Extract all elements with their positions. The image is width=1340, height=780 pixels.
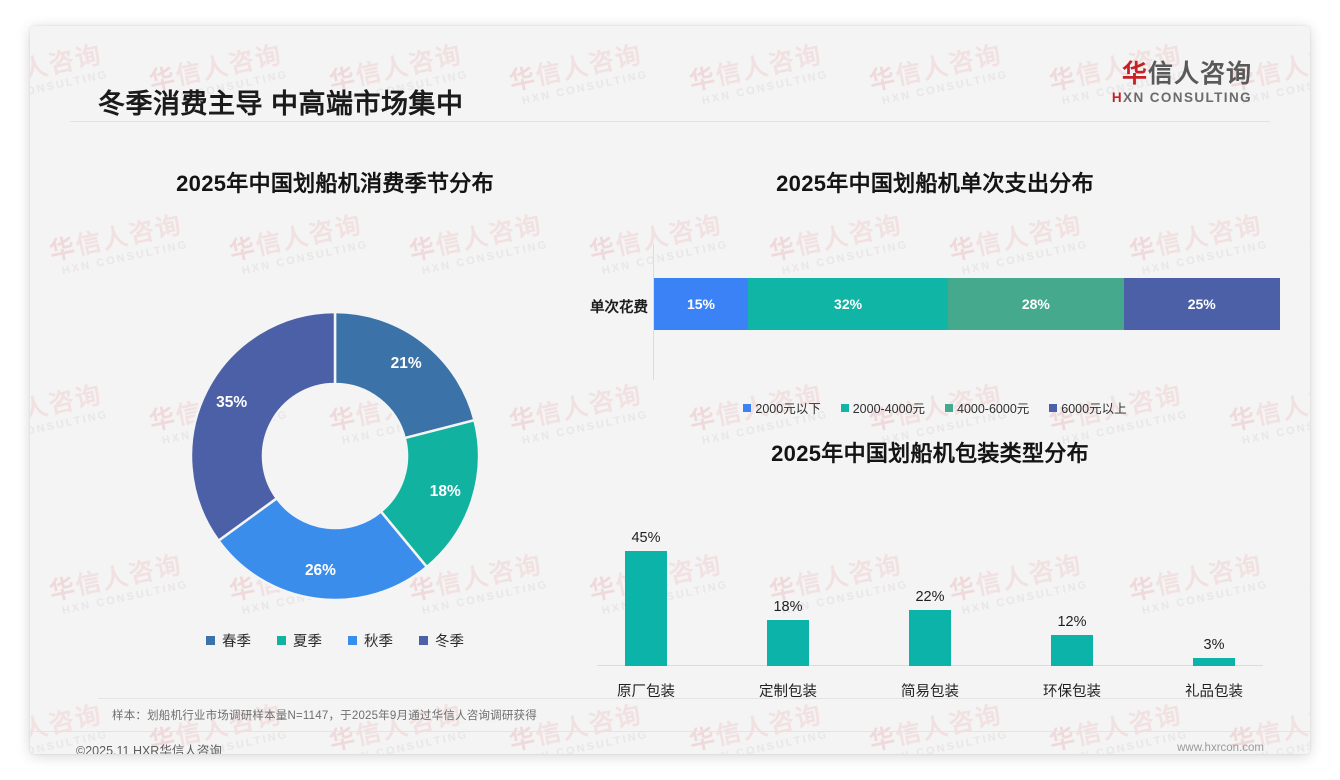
season-legend-item[interactable]: 冬季 <box>419 630 464 651</box>
packaging-x-axis-labels: 原厂包装 定制包装 简易包装 环保包装 礼品包装 <box>575 680 1285 701</box>
donut-slice-label: 18% <box>429 482 461 500</box>
packaging-bar-rect[interactable] <box>1051 635 1093 666</box>
footer-divider <box>30 731 1310 732</box>
packaging-bar-column[interactable]: 3% <box>1151 514 1277 666</box>
packaging-x-label: 原厂包装 <box>617 684 675 700</box>
packaging-bar-column[interactable]: 22% <box>867 514 993 666</box>
logo-english-rest: XN CONSULTING <box>1123 90 1252 105</box>
spend-chart-title: 2025年中国划船机单次支出分布 <box>776 171 1094 196</box>
legend-label: 4000-6000元 <box>957 402 1030 416</box>
season-legend-item[interactable]: 春季 <box>206 630 251 651</box>
logo-english-accent: H <box>1111 90 1124 105</box>
packaging-bar-rect[interactable] <box>625 550 667 666</box>
logo-english: HXN CONSULTING <box>1112 90 1252 106</box>
packaging-x-label: 礼品包装 <box>1185 684 1243 700</box>
packaging-bar-column[interactable]: 45% <box>583 514 709 666</box>
legend-label: 2000元以下 <box>755 402 821 416</box>
sample-footnote: 样本：划船机行业市场调研样本量N=1147，于2025年9月通过华信人咨询调研获… <box>112 710 537 722</box>
spend-axis-line <box>653 244 654 380</box>
slide-header: 冬季消费主导 中高端市场集中 华信人咨询 HXN CONSULTING <box>30 26 1310 122</box>
donut-slice[interactable] <box>379 418 481 569</box>
website-url[interactable]: www.hxrcon.com <box>1177 742 1264 754</box>
legend-label: 冬季 <box>435 634 464 650</box>
donut-slice-label: 35% <box>216 394 248 412</box>
spend-segment[interactable]: 28% <box>948 278 1124 330</box>
packaging-plot-area: 45% 18% 22% 12% 3% <box>575 514 1285 666</box>
legend-label: 6000元以上 <box>1061 402 1127 416</box>
packaging-type-chart: 2025年中国划船机包装类型分布 45% 18% 22% 12% 3% 原厂包装 定制包装… <box>575 436 1285 700</box>
legend-label: 2000-4000元 <box>852 402 925 416</box>
legend-swatch-icon <box>419 636 428 645</box>
spend-category-label: 单次花费 <box>590 300 648 316</box>
packaging-x-label: 环保包装 <box>1043 684 1101 700</box>
season-legend-item[interactable]: 夏季 <box>277 630 322 651</box>
brand-logo: 华信人咨询 HXN CONSULTING <box>1112 60 1252 106</box>
packaging-bar-value: 45% <box>631 529 661 546</box>
season-legend: 春季 夏季 秋季 冬季 <box>70 630 600 651</box>
spend-segment[interactable]: 15% <box>654 278 748 330</box>
single-spend-chart: 2025年中国划船机单次支出分布 单次花费 15% 32% 28% 25% 2000元… <box>590 166 1280 416</box>
legend-swatch-icon <box>348 636 357 645</box>
legend-swatch-icon <box>945 403 953 412</box>
legend-swatch-icon <box>840 403 849 412</box>
spend-stacked-bar: 15% 32% 28% 25% <box>654 278 1280 330</box>
spend-legend-item[interactable]: 4000-6000元 <box>945 398 1029 417</box>
season-distribution-chart: 2025年中国划船机消费季节分布 21% 18% 26% 35% 春季 夏季 秋季 冬季 <box>70 166 600 666</box>
packaging-bar-column[interactable]: 12% <box>1009 514 1135 666</box>
logo-chinese-rest: 信人咨询 <box>1147 60 1252 88</box>
donut-slice[interactable] <box>216 496 429 602</box>
legend-swatch-icon <box>743 403 752 412</box>
donut-slice[interactable] <box>333 310 476 440</box>
packaging-bar-rect[interactable] <box>1193 658 1235 666</box>
donut-slice[interactable] <box>189 310 337 543</box>
packaging-bar-rect[interactable] <box>767 619 809 666</box>
legend-label: 春季 <box>222 634 251 650</box>
packaging-bar-column[interactable]: 18% <box>725 514 851 666</box>
spend-legend-item[interactable]: 6000元以上 <box>1049 398 1127 417</box>
packaging-bar-value: 3% <box>1203 637 1225 654</box>
logo-chinese-accent: 华 <box>1121 60 1148 88</box>
packaging-bar-value: 22% <box>915 588 945 605</box>
donut-slice-label: 21% <box>390 355 422 373</box>
spend-segment[interactable]: 32% <box>747 278 949 330</box>
packaging-x-label: 简易包装 <box>901 684 959 700</box>
legend-label: 夏季 <box>293 634 322 650</box>
season-donut-svg <box>189 310 481 602</box>
header-divider <box>70 121 1270 122</box>
packaging-bar-value: 18% <box>773 598 803 615</box>
packaging-x-label: 定制包装 <box>759 684 817 700</box>
page-title: 冬季消费主导 中高端市场集中 <box>98 89 464 119</box>
season-legend-item[interactable]: 秋季 <box>348 630 393 651</box>
spend-legend: 2000元以下 2000-4000元 4000-6000元 6000元以上 <box>590 398 1280 417</box>
legend-swatch-icon <box>206 636 215 645</box>
legend-label: 秋季 <box>364 634 393 650</box>
spend-segment[interactable]: 25% <box>1123 278 1280 330</box>
spend-legend-item[interactable]: 2000-4000元 <box>840 398 925 417</box>
season-chart-title: 2025年中国划船机消费季节分布 <box>176 171 494 196</box>
packaging-chart-title: 2025年中国划船机包装类型分布 <box>771 441 1089 466</box>
packaging-bar-rect[interactable] <box>909 609 951 666</box>
season-donut: 21% 18% 26% 35% <box>185 306 485 606</box>
legend-swatch-icon <box>277 636 286 645</box>
donut-slice-label: 26% <box>304 562 336 580</box>
copyright-text: ©2025.11 HXR华信人咨询 <box>76 744 222 754</box>
footnote-divider <box>98 698 1242 699</box>
spend-legend-item[interactable]: 2000元以下 <box>743 398 821 417</box>
legend-swatch-icon <box>1049 403 1058 412</box>
logo-chinese: 华信人咨询 <box>1112 60 1252 88</box>
spend-plot-area: 单次花费 15% 32% 28% 25% <box>590 244 1280 380</box>
packaging-bar-value: 12% <box>1057 614 1087 631</box>
